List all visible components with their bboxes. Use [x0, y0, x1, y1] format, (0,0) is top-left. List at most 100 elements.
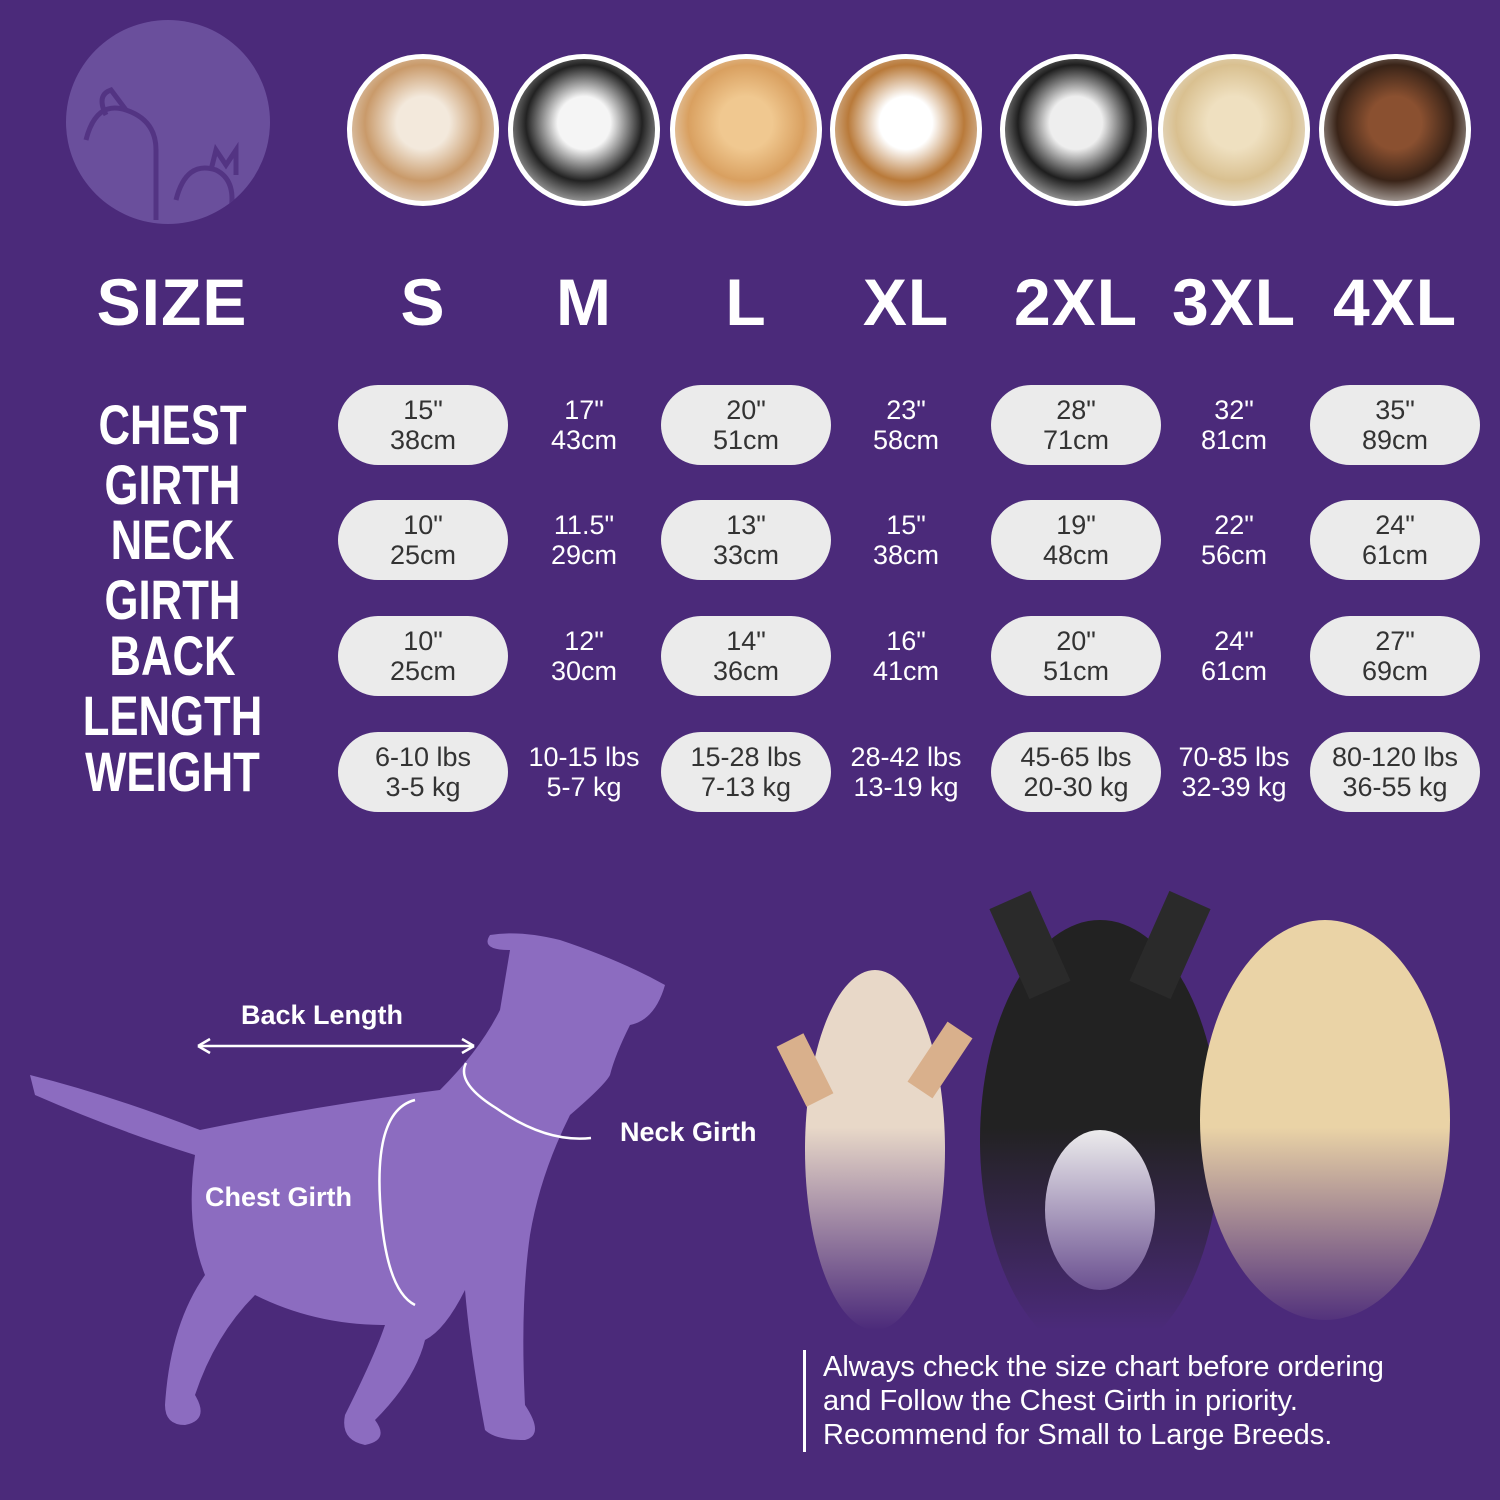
row-label: WEIGHT [85, 740, 260, 803]
dog-breed-photo-M [508, 54, 660, 206]
three-dogs-photo [770, 880, 1460, 1360]
cell-metric: 81cm [1200, 425, 1268, 455]
cell-metric: 13-19 kg [853, 772, 959, 802]
cell-imperial: 32" [1214, 395, 1254, 425]
cell-imperial: 20" [1056, 626, 1096, 656]
size-2XL: 2XL [1013, 265, 1139, 339]
table-cell: 24" 61cm [1310, 500, 1480, 580]
dog-breed-photo-3XL [1158, 54, 1310, 206]
table-cell: 15" 38cm [338, 385, 508, 465]
table-cell: 17" 43cm [499, 385, 669, 465]
table-cell: 22" 56cm [1149, 500, 1319, 580]
cell-imperial: 11.5" [553, 510, 615, 540]
table-cell: 20" 51cm [661, 385, 831, 465]
size-M: M [556, 265, 612, 339]
dog-breed-photo-4XL [1319, 54, 1471, 206]
cell-metric: 38cm [389, 425, 457, 455]
table-cell: 12" 30cm [499, 616, 669, 696]
cell-imperial: 22" [1214, 510, 1254, 540]
cell-imperial: 10" [403, 510, 443, 540]
table-cell: 20" 51cm [991, 616, 1161, 696]
cell-metric: 33cm [712, 540, 780, 570]
row-label: CHEST GIRTH [98, 393, 247, 516]
table-cell: 70-85 lbs 32-39 kg [1149, 732, 1319, 812]
dog-breed-photo-L [670, 54, 822, 206]
cell-imperial: 28" [1056, 395, 1096, 425]
cell-metric: 56cm [1200, 540, 1268, 570]
cell-metric: 20-30 kg [1023, 772, 1129, 802]
cell-imperial: 24" [1214, 626, 1254, 656]
table-cell: 24" 61cm [1149, 616, 1319, 696]
cell-metric: 58cm [872, 425, 940, 455]
cell-imperial: 13" [726, 510, 766, 540]
cell-metric: 30cm [550, 656, 618, 686]
table-cell: 14" 36cm [661, 616, 831, 696]
dog-breed-photo-XL [830, 54, 982, 206]
cell-metric: 25cm [389, 540, 457, 570]
cell-metric: 43cm [550, 425, 618, 455]
row-label: NECK GIRTH [104, 508, 241, 631]
table-cell: 10" 25cm [338, 616, 508, 696]
table-cell: 28" 71cm [991, 385, 1161, 465]
table-cell: 15" 38cm [821, 500, 991, 580]
size-XL: XL [862, 265, 950, 339]
cell-metric: 89cm [1361, 425, 1429, 455]
table-cell: 13" 33cm [661, 500, 831, 580]
cell-imperial: 15" [886, 510, 926, 540]
cell-imperial: 17" [564, 395, 604, 425]
cell-imperial: 16" [886, 626, 926, 656]
size-4XL: 4XL [1332, 265, 1458, 339]
cell-metric: 3-5 kg [385, 772, 461, 802]
cell-metric: 32-39 kg [1181, 772, 1287, 802]
note-line: Always check the size chart before order… [823, 1351, 1384, 1383]
cell-metric: 5-7 kg [546, 772, 622, 802]
row-label: BACK LENGTH [82, 624, 263, 747]
cell-imperial: 35" [1375, 395, 1415, 425]
cell-metric: 36cm [712, 656, 780, 686]
cell-imperial: 6-10 lbs [374, 742, 472, 772]
dog-breed-photo-2XL [1000, 54, 1152, 206]
table-cell: 16" 41cm [821, 616, 991, 696]
cell-metric: 41cm [872, 656, 940, 686]
cell-metric: 29cm [550, 540, 618, 570]
cell-metric: 38cm [872, 540, 940, 570]
size-3XL: 3XL [1171, 265, 1297, 339]
cell-metric: 69cm [1361, 656, 1429, 686]
table-cell: 23" 58cm [821, 385, 991, 465]
cell-imperial: 19" [1056, 510, 1096, 540]
size-advice-note: Always check the size chart before order… [803, 1350, 1384, 1452]
cell-imperial: 10" [403, 626, 443, 656]
table-cell: 80-120 lbs 36-55 kg [1310, 732, 1480, 812]
cell-metric: 61cm [1200, 656, 1268, 686]
cell-metric: 25cm [389, 656, 457, 686]
table-cell: 32" 81cm [1149, 385, 1319, 465]
cell-imperial: 28-42 lbs [850, 742, 962, 772]
cell-metric: 71cm [1042, 425, 1110, 455]
chest-girth-label: Chest Girth [205, 1182, 353, 1212]
size-L: L [725, 265, 767, 339]
neck-girth-label: Neck Girth [620, 1117, 757, 1147]
cell-metric: 48cm [1042, 540, 1110, 570]
size-S: S [400, 265, 446, 339]
table-cell: 11.5" 29cm [499, 500, 669, 580]
dog-breed-photo-S [347, 54, 499, 206]
cell-imperial: 12" [564, 626, 604, 656]
dog-silhouette [30, 933, 665, 1445]
cell-metric: 61cm [1361, 540, 1429, 570]
table-cell: 28-42 lbs 13-19 kg [821, 732, 991, 812]
cell-imperial: 20" [726, 395, 766, 425]
cell-imperial: 70-85 lbs [1178, 742, 1290, 772]
table-cell: 45-65 lbs 20-30 kg [991, 732, 1161, 812]
table-cell: 35" 89cm [1310, 385, 1480, 465]
cell-imperial: 14" [726, 626, 766, 656]
cell-imperial: 27" [1375, 626, 1415, 656]
cell-imperial: 15-28 lbs [690, 742, 802, 772]
cell-imperial: 10-15 lbs [528, 742, 640, 772]
cell-imperial: 45-65 lbs [1020, 742, 1132, 772]
table-cell: 15-28 lbs 7-13 kg [661, 732, 831, 812]
cell-imperial: 24" [1375, 510, 1415, 540]
cell-metric: 7-13 kg [700, 772, 792, 802]
table-cell: 10-15 lbs 5-7 kg [499, 732, 669, 812]
cell-metric: 51cm [1042, 656, 1110, 686]
cell-imperial: 15" [403, 395, 443, 425]
